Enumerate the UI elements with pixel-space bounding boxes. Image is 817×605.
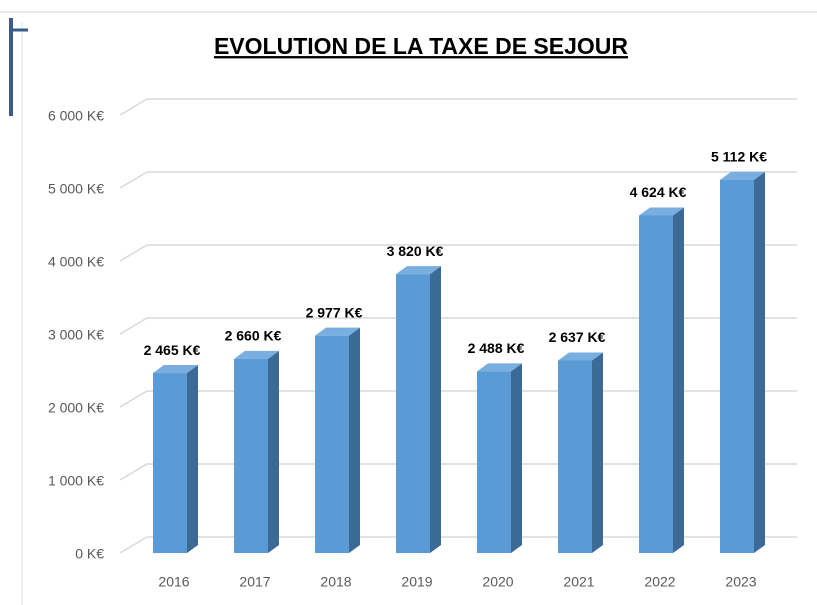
bar-side bbox=[673, 207, 684, 553]
bar-top bbox=[396, 266, 441, 275]
bar-front bbox=[315, 335, 349, 553]
value-label: 2 977 K€ bbox=[306, 304, 363, 320]
chart-title: EVOLUTION DE LA TAXE DE SEJOUR bbox=[214, 33, 628, 59]
bar-front bbox=[234, 358, 268, 553]
value-label: 3 820 K€ bbox=[387, 243, 444, 259]
grid-line bbox=[119, 317, 797, 335]
y-tick-label: 2 000 K€ bbox=[48, 400, 104, 416]
grid-line bbox=[119, 98, 797, 116]
bar bbox=[153, 365, 198, 553]
value-label: 5 112 K€ bbox=[711, 149, 767, 165]
grid-line bbox=[119, 390, 797, 408]
bar-top bbox=[315, 327, 360, 336]
grid-line bbox=[119, 536, 797, 554]
x-tick-label: 2016 bbox=[158, 574, 189, 590]
bar-top bbox=[153, 365, 198, 374]
bar bbox=[639, 207, 684, 553]
bar bbox=[477, 363, 522, 553]
bar-top bbox=[477, 363, 522, 372]
value-label: 2 465 K€ bbox=[144, 342, 201, 358]
bar-front bbox=[153, 373, 187, 553]
value-label: 4 624 K€ bbox=[630, 184, 687, 200]
x-tick-label: 2023 bbox=[725, 574, 756, 590]
bar bbox=[315, 327, 360, 553]
bar-side bbox=[349, 327, 360, 553]
bar-front bbox=[720, 179, 754, 553]
y-tick-label: 6 000 K€ bbox=[48, 108, 104, 124]
y-tick-label: 1 000 K€ bbox=[48, 473, 104, 489]
bar-front bbox=[477, 371, 511, 553]
bar-side bbox=[187, 365, 198, 553]
bar-side bbox=[268, 350, 279, 553]
bar-front bbox=[396, 274, 430, 553]
bar-side bbox=[754, 171, 765, 553]
bar bbox=[720, 171, 765, 553]
x-tick-label: 2018 bbox=[320, 574, 351, 590]
bar-side bbox=[430, 266, 441, 553]
x-tick-label: 2017 bbox=[239, 574, 270, 590]
x-tick-label: 2020 bbox=[482, 574, 513, 590]
value-label: 2 660 K€ bbox=[225, 328, 282, 344]
y-tick-label: 4 000 K€ bbox=[48, 254, 104, 270]
grid-line bbox=[119, 171, 797, 189]
grid-line bbox=[119, 463, 797, 481]
x-tick-label: 2019 bbox=[401, 574, 432, 590]
bar bbox=[396, 266, 441, 553]
bar-top bbox=[720, 171, 765, 180]
grid-line bbox=[119, 244, 797, 262]
bar-top bbox=[234, 350, 279, 359]
y-tick-label: 5 000 K€ bbox=[48, 181, 104, 197]
bar bbox=[234, 350, 279, 553]
bar-front bbox=[639, 215, 673, 553]
y-tick-label: 3 000 K€ bbox=[48, 327, 104, 343]
x-tick-label: 2021 bbox=[563, 574, 594, 590]
bar-top bbox=[558, 352, 603, 361]
value-label: 2 637 K€ bbox=[549, 329, 606, 345]
bar-side bbox=[511, 363, 522, 553]
bar-side bbox=[592, 352, 603, 553]
bar-front bbox=[558, 360, 592, 553]
bar bbox=[558, 352, 603, 553]
y-tick-label: 0 K€ bbox=[75, 546, 104, 562]
bar-top bbox=[639, 207, 684, 216]
value-label: 2 488 K€ bbox=[468, 340, 525, 356]
x-tick-label: 2022 bbox=[644, 574, 675, 590]
